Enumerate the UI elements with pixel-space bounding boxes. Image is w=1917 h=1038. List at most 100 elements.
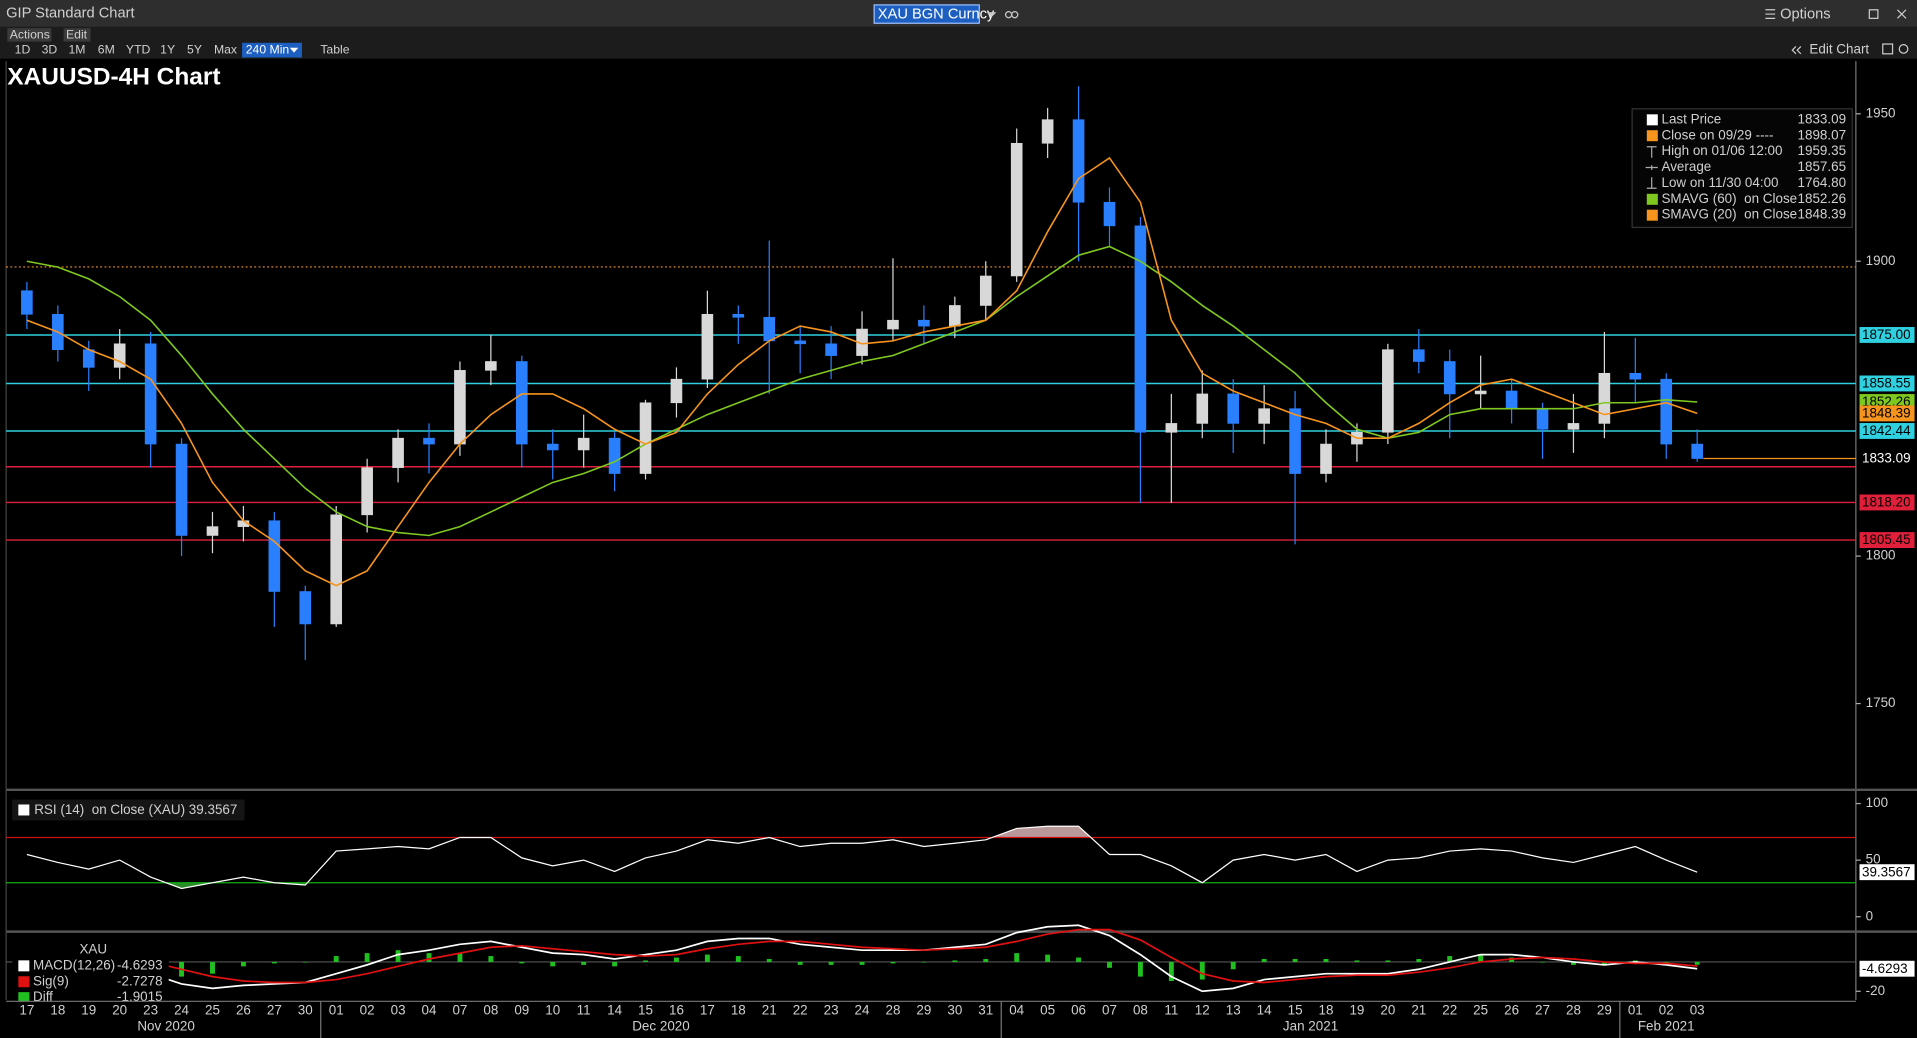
x-tick-label: 29 xyxy=(916,1003,931,1018)
ticker-dropdown[interactable] xyxy=(986,12,997,18)
collapse-icon[interactable] xyxy=(1791,46,1802,55)
legend-swatch xyxy=(1646,130,1658,142)
macd-diff-bar xyxy=(766,959,772,962)
macd-diff-bar xyxy=(704,954,710,962)
close-icon[interactable] xyxy=(1897,9,1907,19)
level-tag-bg xyxy=(1859,494,1915,511)
range-button[interactable]: 3D xyxy=(42,42,58,56)
x-tick-label: 18 xyxy=(1319,1003,1334,1018)
month-label: Nov 2020 xyxy=(137,1019,195,1034)
macd-diff-bar xyxy=(302,961,308,963)
x-tick-label: 19 xyxy=(81,1003,96,1018)
y-tick-label: 1900 xyxy=(1866,253,1896,268)
macd-diff-bar xyxy=(643,960,648,962)
x-tick-label: 22 xyxy=(1442,1003,1457,1018)
macd-diff-bar xyxy=(797,961,803,965)
range-button[interactable]: 1Y xyxy=(160,42,175,56)
x-tick-label: 28 xyxy=(1566,1003,1581,1018)
rsi-label-bg xyxy=(12,799,245,821)
macd-line xyxy=(26,928,1698,984)
candle-body xyxy=(701,314,714,380)
candle-body xyxy=(206,526,219,536)
candle-body xyxy=(515,361,528,445)
legend-label: Low on 11/30 04:00 xyxy=(1661,175,1778,190)
range-button[interactable]: YTD xyxy=(126,42,151,56)
candle-body xyxy=(361,467,373,516)
legend-swatch xyxy=(1646,193,1658,205)
macd-swatch xyxy=(18,960,30,972)
menu-button[interactable] xyxy=(63,28,91,42)
menu-label[interactable]: Actions xyxy=(10,28,50,42)
candle-body xyxy=(1103,201,1116,227)
rsi-tag-bg xyxy=(1859,864,1915,881)
candle-body xyxy=(546,443,559,451)
macd-tag: -4.6293 xyxy=(1862,961,1908,976)
pin-icon[interactable] xyxy=(1882,43,1894,55)
macd-diff-bar xyxy=(488,956,494,962)
level-tag: 1875.00 xyxy=(1862,327,1911,342)
restore-icon[interactable] xyxy=(1868,9,1879,19)
range-button[interactable]: 1M xyxy=(68,42,85,56)
range-button[interactable]: 6M xyxy=(98,42,115,56)
candle-body xyxy=(1227,393,1240,424)
x-tick-label: 30 xyxy=(298,1003,313,1018)
candle-body xyxy=(268,520,281,592)
x-tick-label: 23 xyxy=(824,1003,839,1018)
macd-diff-bar xyxy=(1076,957,1082,962)
candle-body xyxy=(423,437,435,445)
level-tag: 1805.45 xyxy=(1862,532,1911,547)
x-tick-label: 10 xyxy=(545,1003,560,1018)
settings-icon[interactable] xyxy=(1898,44,1909,54)
x-tick-label: 12 xyxy=(1195,1003,1210,1018)
x-tick-label: 14 xyxy=(1257,1003,1272,1018)
legend-label: SMAVG (60) on Close xyxy=(1661,191,1797,206)
menu-label[interactable]: Edit xyxy=(66,28,88,42)
x-tick-label: 03 xyxy=(1690,1003,1705,1018)
options[interactable]: Options xyxy=(1780,7,1831,23)
x-tick-label: 18 xyxy=(50,1003,65,1018)
month-label: Dec 2020 xyxy=(632,1019,690,1034)
macd-diff-bar xyxy=(333,956,339,962)
range-button[interactable]: 240 Min xyxy=(246,42,289,56)
legend-label: Close on 09/29 ---- xyxy=(1661,127,1773,142)
range-button[interactable]: 1D xyxy=(15,42,31,56)
range-button[interactable]: Table xyxy=(320,42,349,56)
candle-body xyxy=(1010,142,1023,277)
x-tick-label: 27 xyxy=(1535,1003,1550,1018)
range-button[interactable]: Max xyxy=(214,42,237,56)
macd-swatch xyxy=(18,992,30,1004)
candle-body xyxy=(1258,408,1270,424)
x-tick-label: 22 xyxy=(793,1003,808,1018)
candle-body xyxy=(113,343,126,368)
legend-label: High on 01/06 12:00 xyxy=(1661,143,1782,158)
chart-title: XAUUSD-4H Chart xyxy=(7,64,220,91)
level-tag-bg xyxy=(1859,327,1915,343)
macd-diff-bar xyxy=(1168,961,1174,982)
candle-body xyxy=(485,361,497,371)
candle-body xyxy=(175,443,188,536)
legend-symbol xyxy=(1646,177,1657,189)
x-tick-label: 17 xyxy=(700,1003,715,1018)
candle-body xyxy=(918,319,930,327)
y-tick-label: 0 xyxy=(1866,908,1873,923)
candle-body xyxy=(949,305,961,327)
range-button[interactable]: 5Y xyxy=(187,42,202,56)
options-icon[interactable] xyxy=(1765,9,1776,19)
legend-swatch xyxy=(1646,209,1658,221)
edit-chart[interactable]: Edit Chart xyxy=(1809,42,1869,57)
ticker[interactable]: XAU BGN Curncy xyxy=(878,7,995,23)
legend-label: SMAVG (20) on Close xyxy=(1661,207,1797,222)
ticker-box[interactable] xyxy=(873,4,980,24)
x-tick-label: 16 xyxy=(669,1003,684,1018)
x-tick-label: 18 xyxy=(731,1003,746,1018)
candle-body xyxy=(608,437,621,474)
candle-body xyxy=(1474,390,1487,395)
x-tick-label: 07 xyxy=(1102,1003,1117,1018)
level-tag-bg xyxy=(1859,532,1915,548)
ma-tag: 1852.26 xyxy=(1862,394,1911,409)
menu-button[interactable] xyxy=(7,28,52,42)
x-tick-label: 09 xyxy=(514,1003,529,1018)
range-selected[interactable] xyxy=(242,42,302,58)
macd-diff-bar xyxy=(519,961,525,964)
x-axis-bg xyxy=(0,1001,1917,1038)
